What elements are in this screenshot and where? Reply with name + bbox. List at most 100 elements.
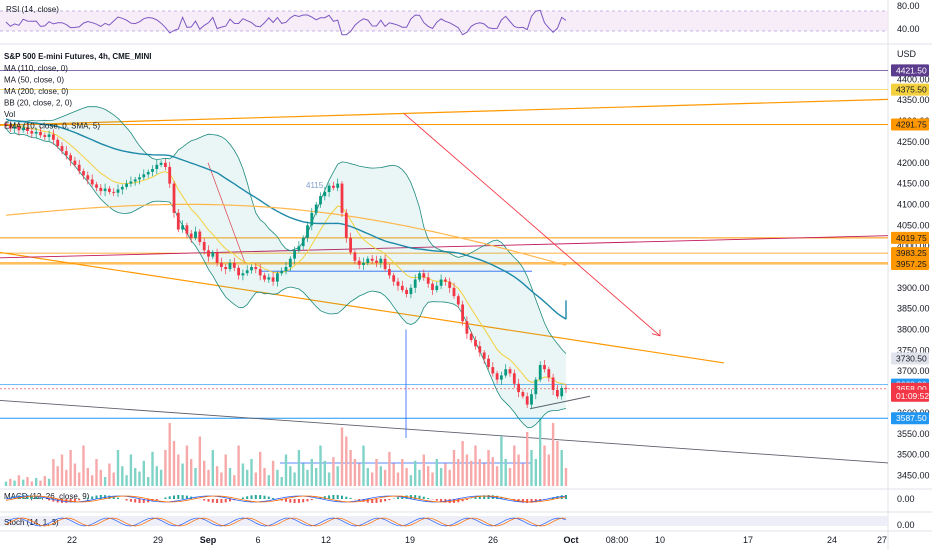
candle[interactable]: [310, 212, 314, 226]
candle[interactable]: [181, 225, 184, 230]
candle[interactable]: [232, 262, 236, 268]
candle[interactable]: [43, 135, 47, 137]
candle[interactable]: [17, 126, 21, 131]
channel-trendline[interactable]: [0, 251, 725, 364]
candle[interactable]: [452, 287, 456, 297]
candle[interactable]: [517, 383, 520, 393]
macd-pane[interactable]: MACD (12, 26, close, 9) 0.00: [4, 492, 915, 504]
candle[interactable]: [448, 281, 452, 288]
candle[interactable]: [400, 285, 404, 290]
candle[interactable]: [146, 171, 150, 175]
candle[interactable]: [426, 277, 430, 284]
candle[interactable]: [99, 187, 103, 192]
candle[interactable]: [142, 174, 146, 178]
candle[interactable]: [336, 183, 340, 188]
candle[interactable]: [237, 267, 240, 276]
candle[interactable]: [388, 269, 391, 276]
candle[interactable]: [564, 387, 568, 389]
candle[interactable]: [439, 279, 443, 286]
candles[interactable]: [4, 121, 568, 409]
candle[interactable]: [77, 164, 81, 172]
candle[interactable]: [422, 273, 426, 278]
stoch-label[interactable]: Stoch (14, 1, 3): [4, 518, 59, 527]
candle[interactable]: [293, 250, 296, 259]
candle[interactable]: [86, 175, 90, 180]
candle[interactable]: [267, 277, 271, 280]
candle[interactable]: [125, 183, 128, 187]
short-trendline[interactable]: [529, 395, 591, 410]
candle[interactable]: [168, 166, 172, 184]
candle[interactable]: [224, 267, 228, 270]
candle[interactable]: [95, 184, 98, 188]
candle[interactable]: [220, 262, 223, 267]
rsi-label[interactable]: RSI (14, close): [6, 5, 59, 14]
candle[interactable]: [254, 267, 258, 270]
candle[interactable]: [47, 134, 51, 137]
chart-title[interactable]: S&P 500 E-mini Futures, 4h, CME_MINI: [4, 52, 151, 61]
candle[interactable]: [413, 279, 417, 288]
candle[interactable]: [551, 377, 555, 391]
candle[interactable]: [56, 139, 60, 147]
candle[interactable]: [129, 181, 133, 184]
candle[interactable]: [560, 387, 564, 397]
candle[interactable]: [340, 183, 344, 213]
rsi-pane[interactable]: RSI (14, close) 80.00 40.00: [0, 1, 920, 36]
candle[interactable]: [375, 260, 378, 263]
candle[interactable]: [26, 127, 29, 131]
candle[interactable]: [155, 164, 159, 169]
candle[interactable]: [392, 275, 396, 282]
candle[interactable]: [250, 267, 253, 271]
candle[interactable]: [530, 394, 533, 405]
time-axis[interactable]: 22 29 Sep 6 12 19 26 Oct 08:00 10 17 24 27: [67, 535, 887, 545]
indicator-legend-item[interactable]: Vol: [4, 110, 15, 119]
candle[interactable]: [478, 346, 482, 353]
candle[interactable]: [116, 189, 120, 193]
candle[interactable]: [103, 188, 107, 192]
candle[interactable]: [280, 271, 284, 274]
indicator-legend-item[interactable]: EMA (10, close, 0, SMA, 5): [4, 122, 100, 131]
indicator-legend-item[interactable]: MA (110, close, 0): [4, 64, 68, 73]
candle[interactable]: [39, 131, 42, 136]
candle[interactable]: [276, 273, 279, 282]
candle[interactable]: [344, 212, 348, 238]
candle[interactable]: [73, 160, 77, 165]
resistance-trendline[interactable]: [0, 235, 889, 259]
candle[interactable]: [90, 179, 94, 185]
candle[interactable]: [379, 258, 383, 263]
candle[interactable]: [525, 396, 529, 405]
candle[interactable]: [138, 177, 141, 180]
candle[interactable]: [245, 270, 249, 274]
candle[interactable]: [215, 252, 219, 263]
candle[interactable]: [198, 231, 202, 242]
indicator-legend[interactable]: S&P 500 E-mini Futures, 4h, CME_MINI MA (…: [4, 52, 151, 131]
candle[interactable]: [469, 333, 473, 340]
candle[interactable]: [405, 289, 408, 295]
candle[interactable]: [319, 196, 322, 205]
candle[interactable]: [323, 191, 327, 197]
candle[interactable]: [314, 204, 318, 213]
candle[interactable]: [112, 191, 116, 193]
candle[interactable]: [482, 352, 486, 359]
support-trendline[interactable]: [0, 399, 889, 464]
candle[interactable]: [512, 373, 516, 384]
candle[interactable]: [409, 287, 413, 295]
candle[interactable]: [185, 225, 189, 234]
candle[interactable]: [207, 250, 210, 257]
candle[interactable]: [202, 242, 206, 251]
indicator-legend-item[interactable]: BB (20, close, 2, 0): [4, 99, 72, 108]
candle[interactable]: [461, 304, 464, 322]
candle[interactable]: [228, 262, 232, 270]
candle[interactable]: [4, 123, 8, 126]
candle[interactable]: [69, 155, 72, 161]
candle[interactable]: [13, 126, 16, 129]
candle[interactable]: [21, 127, 25, 131]
candle[interactable]: [133, 179, 137, 182]
candle[interactable]: [327, 185, 331, 192]
candle[interactable]: [108, 188, 111, 192]
candle[interactable]: [258, 269, 262, 276]
price-annotation[interactable]: 4115: [306, 181, 324, 190]
candle[interactable]: [534, 379, 538, 395]
candle[interactable]: [52, 134, 55, 140]
